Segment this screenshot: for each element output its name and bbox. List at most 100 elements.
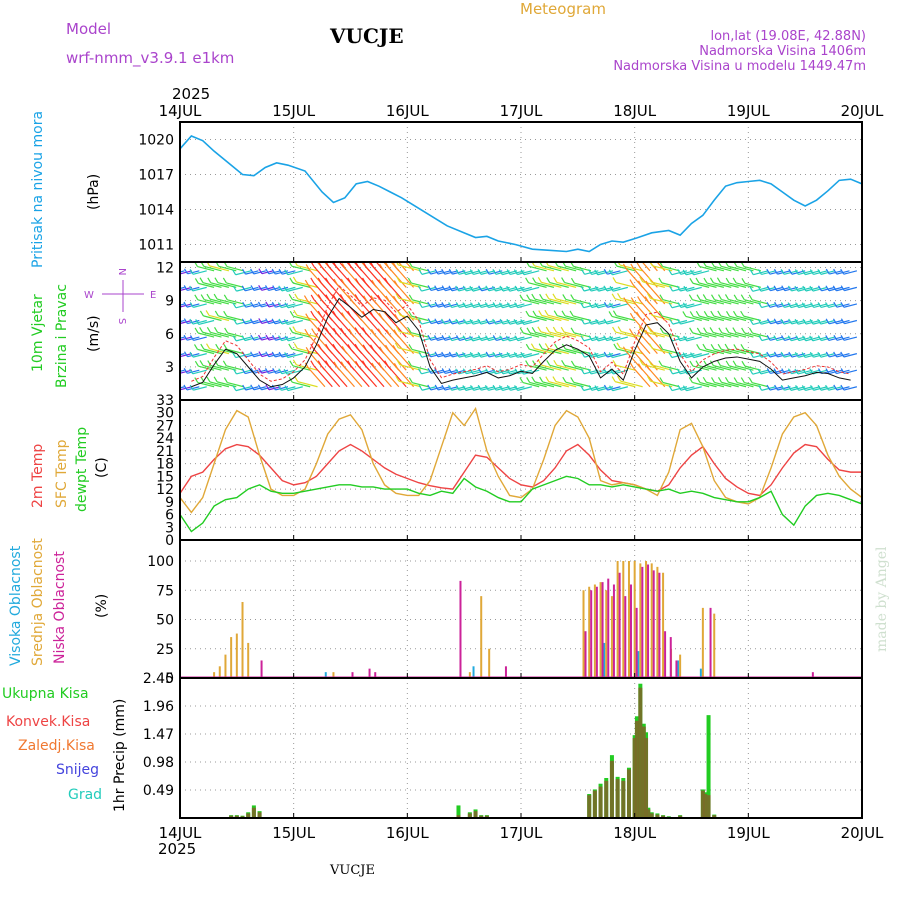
compass-w: W [84, 290, 94, 301]
wind-barb-flag [733, 377, 738, 383]
wind-barb-flag [690, 352, 695, 358]
pressure-line [179, 135, 863, 253]
wind-barb-flag [648, 343, 653, 349]
wind-barb-flag [362, 360, 367, 367]
wind-barb-flag [609, 335, 614, 342]
wind-barb [770, 336, 784, 341]
model-elevation-label: Nadmorska Visina u modelu 1449.47m [613, 59, 866, 74]
wind-barb-flag [169, 385, 172, 390]
wind-barb-flag [499, 335, 504, 342]
wind-barb-flag [379, 263, 384, 270]
wind-barb-flag [840, 285, 845, 291]
wind-barb-flag [194, 294, 199, 301]
wind-barb-flag [189, 269, 194, 275]
wind-barb [193, 386, 207, 391]
wind-barb-flag [478, 368, 483, 374]
wind-barb [743, 265, 761, 272]
wind-barb [198, 282, 215, 288]
wind-barb [395, 349, 415, 371]
wind-barb-flag [709, 360, 714, 366]
wind-barb-flag [347, 344, 352, 350]
wind-barb [606, 336, 621, 342]
wind-barb-flag [668, 269, 673, 276]
wind-barb-flag [696, 344, 701, 350]
wind-barb-flag [326, 245, 329, 250]
y-tick-label: 24 [156, 431, 174, 447]
wind-barb [275, 286, 289, 292]
wind-barb-flag [332, 294, 337, 300]
wind-barb-flag [233, 318, 238, 325]
wind-barb-flag [749, 368, 754, 375]
y-tick-label: 27 [156, 418, 174, 434]
wind-barb-flag [284, 302, 289, 309]
wind-barb-flag [766, 351, 771, 358]
wind-barb-flag [825, 268, 830, 275]
wind-barb [713, 265, 732, 272]
wind-barb [729, 282, 747, 288]
wind-barb-flag [455, 335, 460, 341]
wind-barb [706, 381, 725, 388]
wind-barb-flag [250, 268, 255, 275]
year-bottom: 2025 [158, 840, 196, 858]
wind-barb-flag [265, 351, 270, 357]
wind-barb-flag [478, 285, 483, 292]
pressure-unit: (hPa) [86, 174, 102, 210]
wind-barb [281, 369, 296, 375]
wind-barb-flag [492, 335, 497, 341]
wind-barb-flag [774, 384, 779, 391]
wind-barb [564, 364, 584, 371]
wind-barb-flag [232, 302, 237, 309]
year-top: 2025 [172, 85, 210, 103]
wind-barb [387, 282, 407, 305]
wind-barb-flag [833, 268, 838, 275]
wind-barb-flag [709, 277, 714, 284]
temp-2m-line [179, 443, 862, 497]
wind-barb-flag [514, 285, 519, 292]
wind-barb [186, 386, 200, 391]
wind-barb-flag [669, 368, 674, 375]
wind-barb-flag [552, 376, 557, 382]
wind-barb-flag [265, 334, 270, 341]
wind-barb-flag [630, 346, 635, 353]
wind-barb-flag [264, 285, 270, 291]
wind-barb-flag [581, 269, 586, 275]
wind-barb-flag [809, 335, 814, 342]
wind-barb-flag [206, 376, 211, 383]
wind-barb [204, 298, 222, 305]
y-tick-label: 50 [156, 613, 174, 629]
wind-barb [590, 286, 606, 292]
wind-barb-flag [519, 327, 524, 334]
wind-barb-flag [284, 335, 289, 342]
wind-barb-flag [469, 269, 474, 275]
wind-barb-flag [581, 351, 586, 358]
wind-barb-flag [710, 310, 715, 317]
wind-barb-flag [530, 343, 535, 349]
wind-barb-flag [840, 268, 845, 275]
wind-barb [679, 336, 695, 342]
wind-barb-flag [801, 352, 806, 358]
wind-barb-flag [362, 277, 367, 284]
wind-barb-flag [371, 247, 374, 252]
wind-barb-flag [669, 318, 674, 325]
wind-barb-flag [603, 351, 608, 358]
wind-barb-flag [418, 351, 423, 358]
wind-barb [203, 265, 222, 272]
wind-barb-flag [553, 277, 558, 283]
wind-barb [720, 364, 739, 371]
wind-barb-flag [317, 310, 322, 317]
chart-title: Meteogram [520, 0, 606, 18]
wind-barb-flag [802, 285, 807, 292]
wind-barb-flag [689, 360, 694, 367]
wind-barb-flag [825, 302, 830, 308]
y-tick-label: 0.98 [143, 755, 174, 771]
wind-barb [412, 299, 429, 305]
wind-barb-flag [537, 276, 542, 283]
wind-barb [547, 314, 569, 322]
wind-barb-flag [485, 318, 490, 325]
wind-barb [685, 315, 702, 322]
wind-barb-flag [553, 359, 558, 366]
wind-barb-flag [498, 302, 503, 308]
wind-barb [235, 386, 252, 392]
wind-barb [612, 386, 628, 392]
wind-barb-flag [514, 335, 519, 341]
